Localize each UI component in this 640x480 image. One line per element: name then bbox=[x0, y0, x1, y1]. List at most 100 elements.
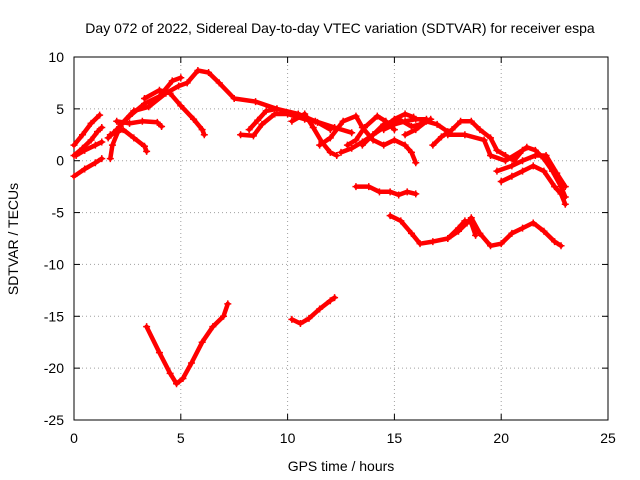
series-trace-12 bbox=[288, 110, 341, 160]
data-point bbox=[429, 238, 437, 246]
data-point bbox=[476, 229, 484, 237]
data-point bbox=[288, 117, 296, 125]
data-point bbox=[487, 242, 495, 250]
data-point bbox=[493, 167, 501, 175]
data-point bbox=[155, 86, 163, 94]
data-point bbox=[444, 131, 452, 139]
data-point bbox=[166, 369, 174, 377]
y-tick-label: 5 bbox=[56, 101, 64, 117]
x-tick-label: 15 bbox=[387, 430, 403, 446]
data-point bbox=[401, 131, 409, 139]
data-point bbox=[467, 117, 475, 125]
x-tick-labels: 0 5 10 15 20 25 bbox=[70, 430, 616, 446]
data-point bbox=[501, 157, 509, 165]
data-point bbox=[380, 141, 388, 149]
x-tick-label: 20 bbox=[493, 430, 509, 446]
data-point bbox=[326, 297, 334, 305]
data-point bbox=[140, 142, 148, 150]
data-point bbox=[352, 136, 360, 144]
data-point bbox=[343, 141, 351, 149]
data-point bbox=[401, 117, 409, 125]
data-point bbox=[220, 312, 228, 320]
y-axis-label: SDTVAR / TECUs bbox=[5, 183, 21, 295]
data-point bbox=[205, 69, 213, 77]
data-point bbox=[98, 138, 106, 146]
data-point bbox=[461, 217, 469, 225]
data-point bbox=[401, 141, 409, 149]
data-point bbox=[138, 117, 146, 125]
data-point bbox=[476, 126, 484, 134]
data-point bbox=[529, 162, 537, 170]
data-point bbox=[273, 105, 281, 113]
data-point bbox=[412, 190, 420, 198]
data-point bbox=[553, 169, 561, 177]
data-point bbox=[561, 200, 569, 208]
data-point bbox=[258, 120, 266, 128]
data-point bbox=[130, 134, 138, 142]
data-point bbox=[209, 323, 217, 331]
data-point bbox=[108, 141, 116, 149]
chart-title: Day 072 of 2022, Sidereal Day-to-day VTE… bbox=[85, 20, 595, 36]
data-point bbox=[557, 242, 565, 250]
data-point bbox=[79, 131, 87, 139]
series-trace-7 bbox=[113, 117, 166, 130]
data-point bbox=[433, 120, 441, 128]
data-point bbox=[106, 131, 114, 139]
data-point bbox=[177, 102, 185, 110]
data-point bbox=[365, 183, 373, 191]
data-point bbox=[98, 155, 106, 163]
data-point bbox=[224, 300, 232, 308]
data-point bbox=[487, 152, 495, 160]
data-point bbox=[305, 314, 313, 322]
data-point bbox=[331, 294, 339, 302]
data-point bbox=[183, 79, 191, 87]
series-trace-8 bbox=[106, 126, 151, 155]
data-point bbox=[190, 115, 198, 123]
data-point bbox=[540, 227, 548, 235]
data-point bbox=[497, 177, 505, 185]
data-point bbox=[215, 79, 223, 87]
data-point bbox=[519, 146, 527, 154]
data-point bbox=[380, 126, 388, 134]
data-point bbox=[314, 118, 322, 126]
data-point bbox=[403, 188, 411, 196]
plot-frame bbox=[73, 56, 609, 421]
data-point bbox=[551, 238, 559, 246]
data-point bbox=[140, 94, 148, 102]
y-tick-label: -20 bbox=[44, 360, 64, 376]
data-point bbox=[390, 120, 398, 128]
data-point bbox=[401, 110, 409, 118]
data-point bbox=[296, 320, 304, 328]
data-point bbox=[557, 190, 565, 198]
data-point bbox=[508, 229, 516, 237]
data-point bbox=[262, 107, 270, 115]
data-point bbox=[551, 183, 559, 191]
data-point bbox=[373, 112, 381, 120]
data-point bbox=[369, 131, 377, 139]
series-trace-10 bbox=[237, 110, 334, 140]
series-line bbox=[71, 156, 105, 179]
data-point bbox=[531, 152, 539, 160]
data-point bbox=[91, 159, 99, 167]
data-point bbox=[497, 240, 505, 248]
data-point bbox=[429, 141, 437, 149]
series-trace-20 bbox=[444, 131, 527, 165]
data-point bbox=[390, 136, 398, 144]
data-point bbox=[245, 126, 253, 134]
data-point bbox=[153, 118, 161, 126]
data-point bbox=[158, 122, 166, 130]
data-point bbox=[230, 94, 238, 102]
data-point bbox=[254, 116, 262, 124]
data-point bbox=[271, 110, 279, 118]
data-point bbox=[284, 110, 292, 118]
series-line bbox=[445, 132, 525, 163]
data-point bbox=[348, 144, 356, 152]
data-point bbox=[412, 115, 420, 123]
data-point bbox=[386, 188, 394, 196]
y-tick-label: 10 bbox=[48, 49, 64, 65]
series-trace-6 bbox=[104, 74, 185, 142]
series-line bbox=[246, 106, 280, 132]
data-point bbox=[106, 155, 114, 163]
data-point bbox=[194, 66, 202, 74]
